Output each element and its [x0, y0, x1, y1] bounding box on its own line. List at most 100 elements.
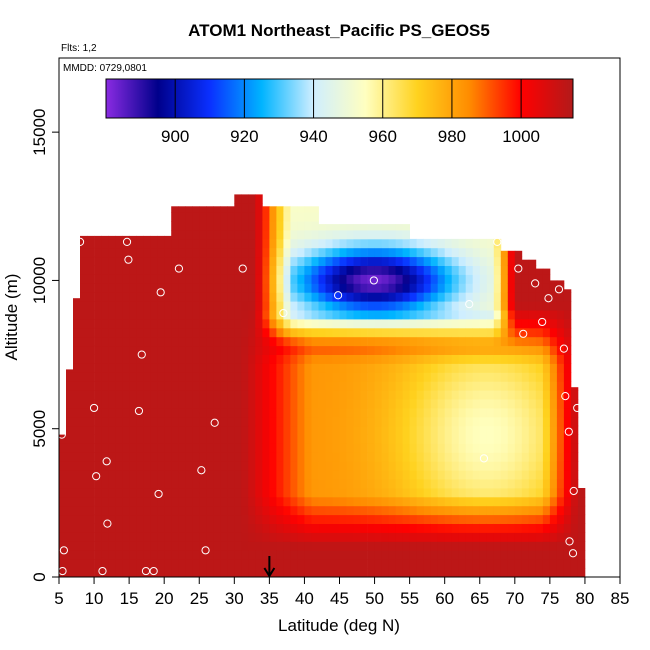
heatmap-cell	[374, 319, 382, 329]
heatmap-cell	[178, 505, 186, 516]
heatmap-cell	[248, 283, 256, 293]
heatmap-cell	[122, 514, 130, 524]
heatmap-cell	[136, 292, 144, 302]
heatmap-cell	[360, 319, 368, 329]
heatmap-cell	[514, 256, 523, 266]
heatmap-cell	[528, 416, 537, 427]
heatmap-cell	[143, 327, 151, 338]
heatmap-cell	[472, 283, 481, 293]
heatmap-cell	[213, 256, 221, 266]
heatmap-cell	[304, 319, 312, 329]
heatmap-cell	[157, 505, 165, 516]
heatmap-cell	[430, 514, 439, 524]
colorbar-tick-label: 920	[230, 127, 258, 146]
heatmap-cell	[290, 568, 298, 578]
heatmap-cell	[367, 523, 375, 533]
heatmap-cell	[227, 310, 235, 320]
heatmap-cell	[325, 505, 333, 516]
heatmap-cell	[535, 532, 544, 542]
heatmap-cell	[472, 310, 481, 320]
heatmap-cell	[171, 274, 179, 284]
heatmap-cell	[297, 514, 305, 524]
heatmap-cell	[325, 224, 333, 231]
heatmap-cell	[339, 230, 347, 240]
heatmap-cell	[325, 319, 333, 329]
heatmap-cell	[514, 514, 523, 524]
heatmap-cell	[367, 238, 375, 249]
heatmap-cell	[500, 399, 509, 409]
heatmap-cell	[283, 390, 291, 400]
heatmap-cell	[101, 505, 109, 516]
heatmap-cell	[178, 443, 186, 453]
heatmap-cell	[409, 292, 417, 302]
heatmap-cell	[367, 541, 375, 551]
heatmap-cell	[101, 372, 109, 382]
heatmap-cell	[542, 568, 551, 578]
heatmap-cell	[220, 336, 228, 347]
heatmap-cell	[283, 550, 291, 560]
heatmap-cell	[563, 434, 572, 444]
heatmap-cell	[283, 523, 291, 533]
heatmap-cell	[143, 390, 151, 400]
heatmap-cell	[430, 496, 439, 507]
heatmap-cell	[388, 559, 396, 569]
heatmap-cell	[535, 416, 544, 427]
heatmap-cell	[143, 523, 151, 533]
heatmap-cell	[346, 230, 354, 240]
heatmap-cell	[157, 452, 165, 462]
heatmap-cell	[80, 310, 88, 320]
heatmap-cell	[157, 470, 165, 480]
heatmap-cell	[507, 381, 516, 391]
heatmap-cell	[136, 363, 144, 373]
heatmap-cell	[241, 514, 249, 524]
heatmap-cell	[423, 416, 432, 427]
heatmap-cell	[129, 235, 137, 240]
heatmap-cell	[262, 568, 270, 578]
heatmap-cell	[255, 381, 263, 391]
heatmap-cell	[171, 541, 179, 551]
heatmap-cell	[402, 523, 410, 533]
heatmap-cell	[269, 283, 277, 293]
heatmap-cell	[115, 327, 123, 338]
heatmap-cell	[479, 247, 488, 258]
heatmap-cell	[178, 479, 186, 489]
heatmap-cell	[381, 336, 389, 347]
heatmap-cell	[101, 390, 109, 400]
heatmap-cell	[486, 390, 495, 400]
heatmap-cell	[304, 363, 312, 373]
heatmap-cell	[192, 292, 200, 302]
heatmap-cell	[143, 568, 151, 578]
heatmap-cell	[367, 399, 375, 409]
heatmap-cell	[122, 363, 130, 373]
heatmap-cell	[206, 283, 214, 293]
sample-point	[122, 237, 132, 246]
heatmap-cell	[451, 496, 460, 507]
heatmap-cell	[248, 212, 256, 222]
heatmap-cell	[542, 550, 551, 560]
sample-point	[156, 288, 165, 297]
heatmap-cell	[304, 381, 312, 391]
heatmap-cell	[129, 496, 137, 507]
heatmap-cell	[101, 559, 109, 569]
heatmap-cell	[542, 452, 551, 462]
sample-point	[369, 276, 378, 285]
heatmap-cell	[143, 488, 151, 498]
heatmap-cell	[304, 301, 312, 311]
heatmap-cell	[192, 425, 200, 435]
heatmap-cell	[255, 221, 263, 231]
heatmap-cell	[115, 345, 123, 355]
heatmap-cell	[262, 256, 270, 266]
heatmap-cell	[311, 283, 319, 293]
heatmap-cell	[255, 372, 263, 382]
heatmap-cell	[164, 523, 172, 533]
heatmap-cell	[129, 452, 137, 462]
heatmap-cell	[493, 514, 502, 524]
heatmap-cell	[332, 532, 340, 542]
heatmap-cell	[318, 336, 326, 347]
heatmap-cell	[472, 452, 481, 462]
heatmap-cell	[59, 532, 67, 542]
heatmap-cell	[143, 319, 151, 329]
heatmap-cell	[199, 434, 207, 444]
heatmap-cell	[290, 256, 298, 266]
heatmap-cell	[185, 488, 193, 498]
